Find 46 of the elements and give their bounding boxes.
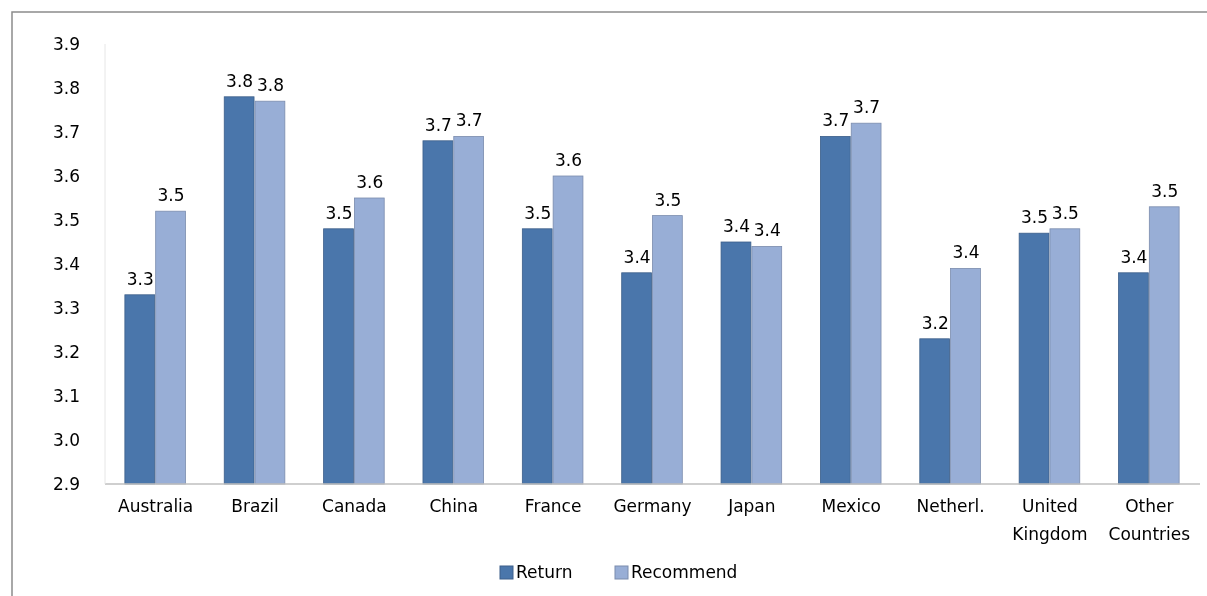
x-tick-label: Mexico [821, 496, 881, 516]
x-tick-label: Netherl. [916, 496, 985, 516]
x-tick-label: Other Countries [1108, 496, 1191, 544]
data-label: 3.7 [853, 97, 881, 118]
x-tick-label: China [429, 496, 479, 516]
text: 2.9 [52, 473, 80, 494]
data-label: 3.4 [623, 246, 651, 267]
data-label: 3.4 [952, 242, 980, 263]
data-label: 3.5 [524, 202, 552, 223]
text: 3.0 [52, 429, 80, 450]
text: 3.7 [52, 121, 80, 142]
data-label: 3.4 [722, 216, 750, 236]
data-label: 3.8 [256, 75, 284, 96]
data-label: 3.6 [555, 150, 583, 170]
legend-label: Return [516, 562, 573, 582]
data-label: 3.3 [126, 268, 154, 289]
data-label: 3.7 [424, 114, 452, 135]
text: 3.2 [52, 341, 80, 362]
text: 3.5 [52, 209, 80, 230]
data-label: 3.7 [455, 110, 483, 131]
x-tick-label: Australia [118, 496, 194, 516]
data-label: 3.5 [157, 185, 185, 206]
data-label: 3.6 [356, 172, 384, 192]
x-tick-label: Japan [727, 496, 776, 516]
data-label: 3.5 [1021, 207, 1049, 228]
text: 3.1 [52, 385, 80, 406]
data-label: 3.2 [921, 312, 949, 333]
text: 3.3 [52, 297, 80, 318]
data-label: 3.4 [753, 220, 781, 241]
text: 3.9 [52, 33, 80, 54]
data-label: 3.5 [1151, 180, 1179, 201]
data-label: 3.4 [1120, 246, 1148, 267]
text: 3.8 [52, 77, 80, 98]
data-label: 3.5 [654, 189, 682, 210]
x-tick-label: Germany [613, 496, 692, 516]
data-label: 3.7 [822, 110, 850, 131]
data-label: 3.5 [325, 202, 353, 223]
legend-label: Recommend [631, 562, 738, 582]
x-tick-label: United Kingdom [1012, 496, 1088, 544]
x-tick-label: Brazil [231, 496, 279, 516]
text: 3.6 [52, 165, 80, 186]
x-tick-label: Canada [322, 496, 387, 516]
x-tick-label: France [524, 496, 582, 516]
data-label: 3.8 [226, 70, 254, 91]
text: 3.4 [52, 253, 80, 274]
data-label: 3.5 [1051, 202, 1079, 223]
